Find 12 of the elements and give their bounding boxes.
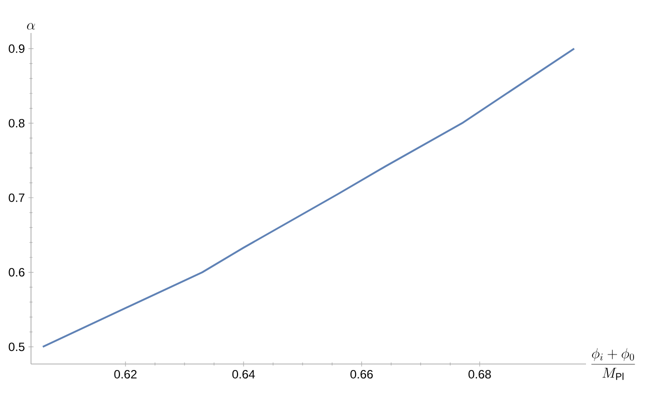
y-tick-label: 0.5 [8, 342, 24, 352]
x-axis-title: $\frac{\phi_i+\phi_0}{M_{\mathrm{Pl}}}$ [591, 348, 635, 380]
line-series [42, 48, 576, 348]
x-tick-label: 0.64 [232, 370, 255, 379]
x-tick-label: 0.62 [114, 370, 137, 379]
y-tick-label: 0.9 [8, 44, 24, 53]
y-tick-label: 0.7 [8, 194, 24, 202]
x-tick-label: 0.68 [468, 370, 491, 379]
y-axis-title: $\alpha$ [27, 23, 35, 30]
x-tick-label: 0.66 [350, 370, 373, 379]
y-tick-label: 0.6 [8, 268, 24, 277]
y-tick-label: 0.8 [8, 118, 24, 128]
